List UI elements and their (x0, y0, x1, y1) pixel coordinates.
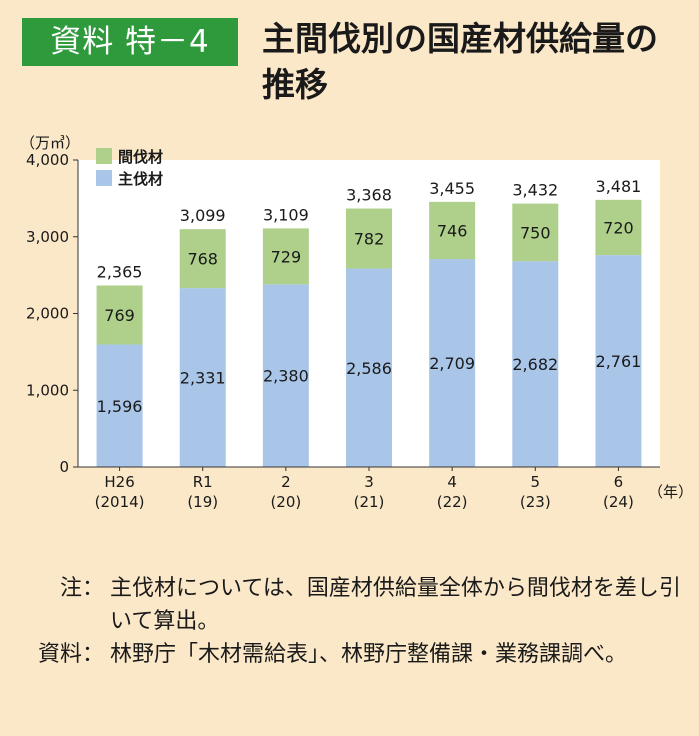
bar-segment (262, 228, 309, 285)
segment-value-label: 2,586 (346, 359, 392, 378)
page-title: 主間伐別の国産材供給量の推移 (262, 19, 658, 104)
segment-value-label: 720 (603, 218, 634, 237)
source-row: 資料： 林野庁「木材需給表」、林野庁整備課・業務課調べ。 (26, 638, 686, 671)
x-axis: H26 (2014) R1 (19) 2 (20) 3 (21) 4 (22) 5 (23) 6 (24) (95, 467, 634, 511)
footnotes: 注： 主伐材については、国産材供給量全体から間伐材を差し引いて算出。 資料： 林… (26, 572, 686, 671)
segment-value-label: 769 (104, 306, 135, 325)
bar-segment (262, 284, 309, 467)
x-tick-label: H26 (104, 473, 134, 491)
bar-segment (179, 229, 226, 289)
x-tick-label: 5 (531, 473, 541, 491)
note-label: 注： (59, 576, 104, 601)
y-axis-unit-label: （万㎥） (20, 134, 81, 152)
source-text: 林野庁「木材需給表」、林野庁整備課・業務課調べ。 (110, 642, 628, 667)
segment-value-label: 2,380 (263, 367, 309, 386)
bar-segment (429, 201, 476, 260)
bar-segment (179, 288, 226, 467)
bars: 1,596 769 2,365 2,331 768 3,099 2,380 729 3,109 2… (96, 177, 642, 467)
total-value-label: 2,365 (97, 262, 143, 281)
x-tick-sublabel: (19) (187, 493, 218, 511)
segment-value-label: 2,682 (512, 355, 558, 374)
x-tick-label: R1 (193, 473, 213, 491)
total-value-label: 3,368 (346, 186, 392, 205)
x-tick-sublabel: (21) (354, 493, 385, 511)
y-tick-label: 2,000 (26, 305, 69, 323)
legend-label: 間伐材 (118, 148, 163, 166)
source-label: 資料： (37, 642, 104, 667)
segment-value-label: 729 (271, 247, 302, 266)
bar-segment (96, 285, 143, 345)
legend-swatch (96, 170, 112, 186)
segment-value-label: 1,596 (97, 397, 143, 416)
total-value-label: 3,109 (263, 205, 309, 224)
x-tick-label: 6 (614, 473, 624, 491)
y-axis: 0 1,000 2,000 3,000 4,000 (26, 151, 78, 476)
segment-value-label: 746 (437, 221, 468, 240)
x-tick-sublabel: (2014) (95, 493, 145, 511)
bar-segment (595, 255, 642, 467)
segment-value-label: 768 (187, 250, 218, 269)
x-tick-label: 4 (447, 473, 457, 491)
bar-segment (96, 344, 143, 467)
total-value-label: 3,432 (512, 181, 558, 200)
note-text: 主伐材については、国産材供給量全体から間伐材を差し引いて算出。 (110, 576, 681, 634)
total-value-label: 3,455 (429, 179, 475, 198)
bar-segment (429, 259, 476, 467)
material-badge: 資料 特－4 (22, 18, 238, 66)
x-axis-unit-label: （年） (648, 483, 693, 501)
bar-segment (346, 208, 392, 269)
x-tick-sublabel: (24) (603, 493, 634, 511)
segment-value-label: 2,331 (180, 369, 226, 388)
bar-segment (512, 203, 559, 262)
x-tick-label: 3 (364, 473, 374, 491)
x-tick-label: 2 (281, 473, 291, 491)
total-value-label: 3,481 (596, 177, 642, 196)
y-tick-label: 4,000 (26, 151, 69, 169)
bar-segment (346, 268, 392, 467)
x-tick-sublabel: (23) (520, 493, 551, 511)
segment-value-label: 782 (354, 230, 385, 249)
stacked-bar-chart: 0 1,000 2,000 3,000 4,000 1,596 769 2,365 2,331… (26, 148, 693, 511)
legend-label: 主伐材 (118, 170, 163, 188)
segment-value-label: 2,761 (596, 352, 642, 371)
segment-value-label: 750 (520, 223, 551, 242)
y-tick-label: 3,000 (26, 228, 69, 246)
bar-segment (595, 199, 642, 256)
x-tick-sublabel: (22) (437, 493, 468, 511)
total-value-label: 3,099 (180, 206, 226, 225)
bar-segment (512, 261, 559, 467)
y-tick-label: 1,000 (26, 381, 69, 399)
y-tick-label: 0 (59, 458, 69, 476)
x-tick-sublabel: (20) (270, 493, 301, 511)
segment-value-label: 2,709 (429, 354, 475, 373)
legend-swatch (96, 148, 112, 164)
note-row: 注： 主伐材については、国産材供給量全体から間伐材を差し引いて算出。 (26, 572, 686, 638)
